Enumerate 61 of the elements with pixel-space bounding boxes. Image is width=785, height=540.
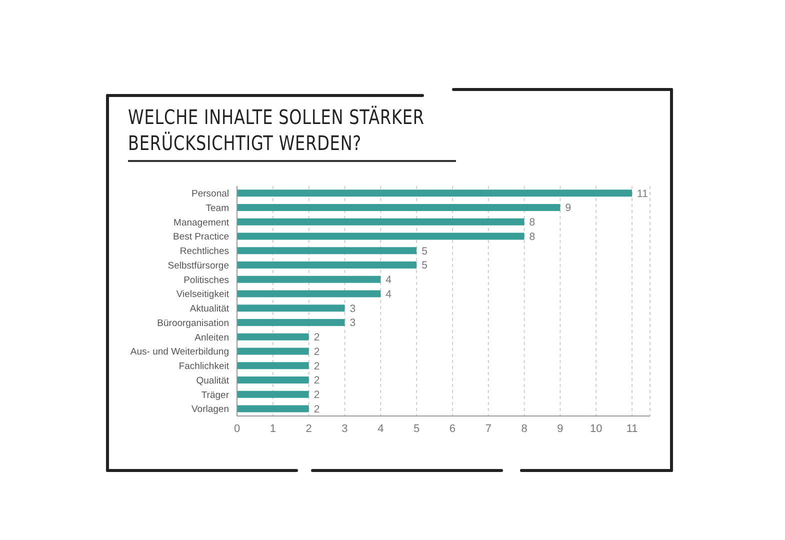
y-tick-label: Team	[206, 202, 230, 214]
bar	[237, 362, 309, 370]
x-tick-label: 1	[270, 422, 276, 435]
y-tick-label: Aktualität	[190, 304, 230, 315]
y-tick-label: Rechtliches	[180, 246, 230, 258]
data-label: 3	[350, 302, 356, 315]
data-label: 5	[422, 245, 428, 258]
bar	[237, 190, 632, 197]
y-tick-label: Büroorganisation	[157, 318, 229, 329]
data-label: 9	[565, 202, 572, 214]
data-label: 2	[314, 389, 320, 402]
x-tick-label: 4	[378, 422, 384, 435]
x-tick-label: 8	[521, 422, 528, 435]
data-label: 5	[422, 260, 428, 272]
data-label: 2	[314, 360, 320, 372]
bar	[237, 218, 524, 226]
bar	[237, 247, 417, 254]
x-tick-label: 9	[557, 422, 564, 435]
y-tick-label: Aus- und Weiterbildung	[130, 346, 229, 358]
y-tick-label: Träger	[201, 390, 229, 401]
bar	[237, 232, 524, 240]
x-tick-label: 3	[342, 422, 348, 435]
data-label: 3	[350, 317, 356, 330]
data-label: 4	[386, 274, 392, 286]
x-tick-label: 2	[306, 422, 312, 435]
bar	[237, 290, 381, 298]
x-tick-label: 7	[485, 422, 492, 435]
x-tick-label: 5	[414, 422, 420, 435]
chart-title: WELCHE INHALTE SOLLEN STÄRKER BERÜCKSICHTIGT WERDEN?	[128, 104, 456, 162]
bar	[237, 304, 345, 312]
x-tick-label: 11	[626, 422, 638, 435]
y-tick-label: Qualität	[196, 375, 230, 386]
y-tick-label: Vorlagen	[191, 404, 229, 416]
y-tick-label: Personal	[192, 188, 229, 200]
data-label: 8	[529, 216, 536, 229]
bar	[237, 376, 309, 384]
data-label: 8	[529, 230, 536, 243]
x-tick-label: 6	[449, 422, 456, 435]
bar	[237, 204, 560, 211]
y-tick-label: Fachlichkeit	[178, 361, 230, 372]
y-tick-label: Best Practice	[173, 232, 229, 243]
data-label: 2	[314, 346, 320, 358]
bar	[237, 333, 309, 340]
bar	[237, 318, 345, 326]
data-label: 2	[314, 374, 320, 387]
y-tick-label: Politisches	[184, 274, 230, 286]
data-label: 4	[386, 288, 392, 300]
bar	[237, 348, 309, 355]
y-tick-label: Vielseitigkeit	[176, 289, 230, 300]
y-tick-label: Anleiten	[194, 332, 229, 344]
y-tick-label: Selbstfürsorge	[168, 260, 229, 272]
bar	[237, 261, 417, 268]
bar	[237, 390, 309, 398]
x-tick-label: 0	[234, 422, 240, 435]
data-label: 11	[637, 188, 648, 200]
y-tick-label: Management	[174, 217, 230, 228]
x-tick-label: 10	[590, 422, 602, 435]
data-label: 2	[314, 332, 320, 344]
bar	[237, 405, 309, 412]
data-label: 2	[314, 403, 320, 416]
bar	[237, 276, 381, 283]
